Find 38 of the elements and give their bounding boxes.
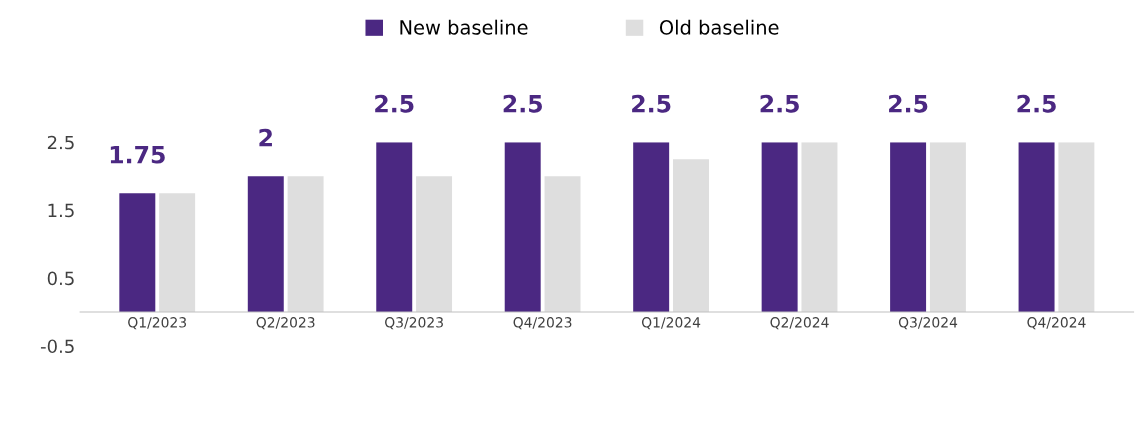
bar [544, 176, 581, 312]
bar [633, 142, 670, 312]
data-label: 2.5 [632, 94, 671, 113]
y-tick-label: 2.5 [47, 135, 74, 150]
x-tick-label: Q1/2023 [128, 317, 187, 330]
data-label: 2.5 [1017, 94, 1056, 113]
data-label: 2.5 [760, 94, 799, 113]
bar [761, 142, 798, 312]
bar [890, 142, 927, 312]
x-tick-label: Q3/2024 [898, 317, 958, 330]
x-tick-label: Q2/2023 [256, 317, 315, 330]
x-tick-label: Q4/2023 [513, 317, 572, 330]
y-tick-label: -0.5 [40, 339, 74, 354]
data-label: 2 [259, 128, 272, 147]
data-label: 1.75 [110, 146, 165, 164]
bar [673, 159, 709, 312]
data-label: 2.5 [503, 94, 542, 113]
bar [287, 176, 324, 312]
x-tick-label: Q1/2024 [641, 317, 701, 330]
bar [416, 176, 453, 312]
bar [376, 142, 413, 312]
bar [1018, 142, 1055, 312]
bar [159, 193, 196, 312]
data-label: 2.5 [375, 94, 414, 113]
bar [929, 142, 966, 312]
y-tick-label: 1.5 [48, 203, 74, 218]
x-tick-label: Q4/2024 [1027, 317, 1086, 330]
bar [801, 142, 838, 312]
bar [504, 142, 541, 312]
x-tick-label: Q3/2023 [385, 317, 443, 330]
y-tick-label: 0.5 [47, 271, 74, 286]
legend-label: Old baseline [659, 19, 779, 35]
bar [119, 193, 156, 312]
bar [247, 176, 284, 312]
legend-label: New baseline [400, 19, 528, 35]
data-label: 2.5 [889, 94, 928, 113]
x-tick-label: Q2/2024 [770, 317, 829, 330]
bar [1058, 142, 1095, 312]
